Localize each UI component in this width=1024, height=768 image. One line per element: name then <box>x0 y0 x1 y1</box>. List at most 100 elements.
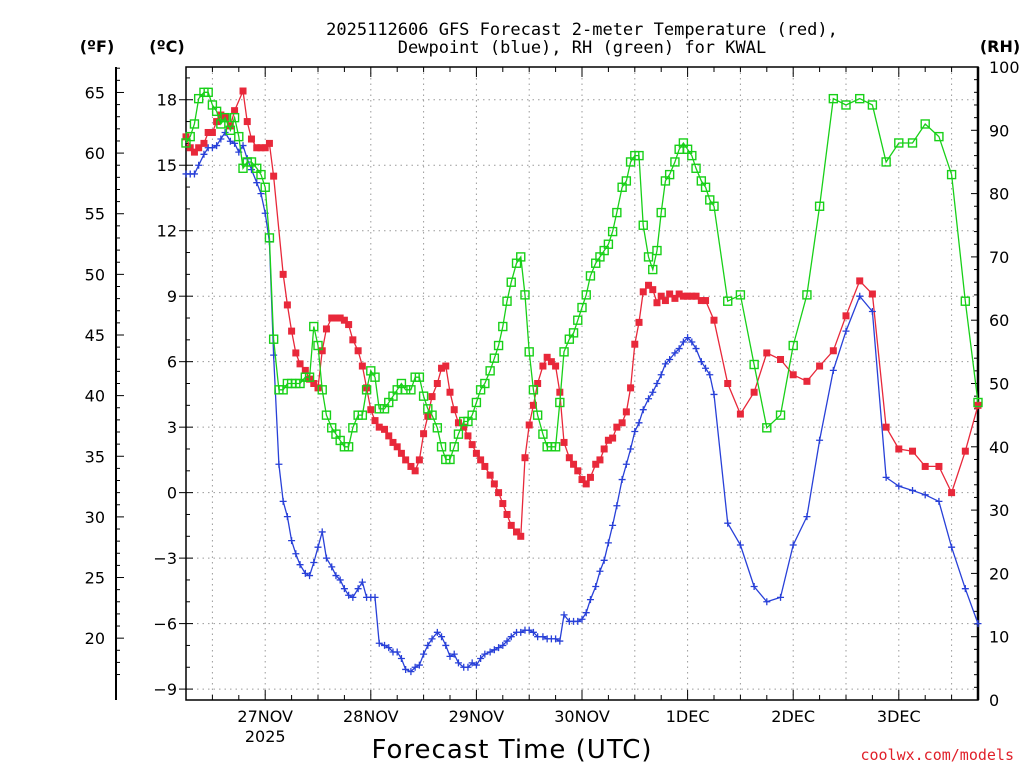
dewpoint-point <box>529 628 537 636</box>
dewpoint-point <box>499 641 507 649</box>
temperature-point <box>948 489 956 497</box>
temperature-point <box>204 128 212 136</box>
rh-point <box>211 106 222 117</box>
temperature-point <box>265 139 273 147</box>
temperature-point <box>710 316 718 324</box>
temperature-point <box>442 362 450 370</box>
rh-point <box>638 220 648 230</box>
grid-layer <box>186 67 978 700</box>
rh-point <box>749 359 759 370</box>
dewpoint-point <box>318 528 326 536</box>
rh-point <box>700 182 711 192</box>
temperature-point <box>868 290 876 298</box>
dewpoint-point <box>486 648 494 656</box>
dewpoint-point <box>226 137 234 145</box>
y-tick-label-c: 12 <box>157 222 177 241</box>
rh-point <box>427 410 437 420</box>
dewpoint-point <box>604 539 612 547</box>
temperature-point <box>460 423 468 431</box>
temperature-point <box>200 139 208 147</box>
temperature-point <box>552 362 560 370</box>
dewpoint-point <box>657 371 665 379</box>
dewpoint-point <box>310 558 318 566</box>
dewpoint-point <box>856 292 864 300</box>
temperature-point <box>671 294 679 302</box>
temperature-point <box>697 297 705 305</box>
temperature-point <box>921 462 929 470</box>
rh-point <box>498 321 508 332</box>
temperature-point <box>454 419 462 427</box>
temperature-point <box>635 318 643 326</box>
dewpoint-point <box>296 561 304 569</box>
dewpoint-point <box>613 502 621 510</box>
dewpoint-point <box>679 338 687 346</box>
temperature-point <box>657 292 665 300</box>
temperature-point <box>609 434 617 442</box>
x-tick-label: 29NOV <box>449 707 505 726</box>
rh-point <box>406 385 416 395</box>
rh-point <box>471 397 482 408</box>
dewpoint-point <box>345 591 353 599</box>
unit-label-celsius: (ºC) <box>149 37 184 56</box>
rh-point <box>528 385 539 395</box>
dewpoint-point <box>385 644 393 652</box>
x-axis-label: Forecast Time (UTC) <box>371 735 652 765</box>
temperature-point <box>402 456 410 464</box>
dewpoint-point <box>675 345 683 353</box>
dewpoint-point <box>661 360 669 368</box>
temperature-point <box>750 388 758 396</box>
temperature-point <box>270 172 278 180</box>
dewpoint-point <box>247 166 255 174</box>
temperature-point <box>702 297 710 305</box>
dewpoint-point <box>618 476 626 484</box>
dewpoint-point <box>627 445 635 453</box>
rh-point <box>568 328 579 338</box>
dewpoint-point <box>314 543 322 551</box>
temperature-point <box>622 408 630 416</box>
dewpoint-point <box>468 659 476 667</box>
temperature-point <box>195 144 203 152</box>
rh-point <box>603 239 614 249</box>
dewpoint-point <box>706 371 714 379</box>
rh-point <box>656 207 666 218</box>
x-tick-label: 27NOV <box>237 707 293 726</box>
dewpoint-point <box>578 615 586 623</box>
dewpoint-point <box>631 428 639 436</box>
rh-point <box>709 201 719 211</box>
dewpoint-point <box>375 639 383 647</box>
temperature-point <box>490 480 498 488</box>
dewpoint-point <box>539 633 547 641</box>
rh-point <box>524 347 534 357</box>
chart-title-line1: 2025112606 GFS Forecast 2-meter Temperat… <box>326 20 838 40</box>
dewpoint-point <box>622 460 630 468</box>
temperature-point <box>724 380 732 387</box>
dewpoint-point <box>935 497 943 505</box>
dewpoint-point <box>393 648 401 656</box>
dewpoint-point <box>481 650 489 658</box>
dewpoint-point <box>397 655 405 663</box>
y-tick-label-f: 55 <box>85 205 105 224</box>
temperature-point <box>231 107 239 115</box>
dewpoint-point <box>322 554 330 562</box>
rh-point <box>516 252 526 262</box>
dewpoint-point <box>671 349 679 357</box>
rh-point <box>453 429 464 439</box>
rh-point <box>920 119 930 129</box>
temperature-point <box>292 349 300 357</box>
dewpoint-point <box>684 334 692 342</box>
temperature-point <box>675 290 683 298</box>
temperature-point <box>446 388 454 396</box>
dewpoint-point <box>450 650 458 658</box>
temperature-point <box>895 445 903 453</box>
rh-point <box>485 366 495 376</box>
dewpoint-point <box>253 179 261 187</box>
temperature-point <box>604 436 612 444</box>
temperature-point <box>736 410 744 418</box>
temperature-point <box>328 314 336 322</box>
x-tick-sublabel: 2025 <box>245 727 286 746</box>
axis-layer: −9−6−30369121518202530354045505560650102… <box>85 58 1020 746</box>
dewpoint-point <box>882 473 890 481</box>
temperature-point <box>385 432 393 440</box>
dewpoint-point <box>332 572 340 580</box>
rh-point <box>687 150 697 161</box>
